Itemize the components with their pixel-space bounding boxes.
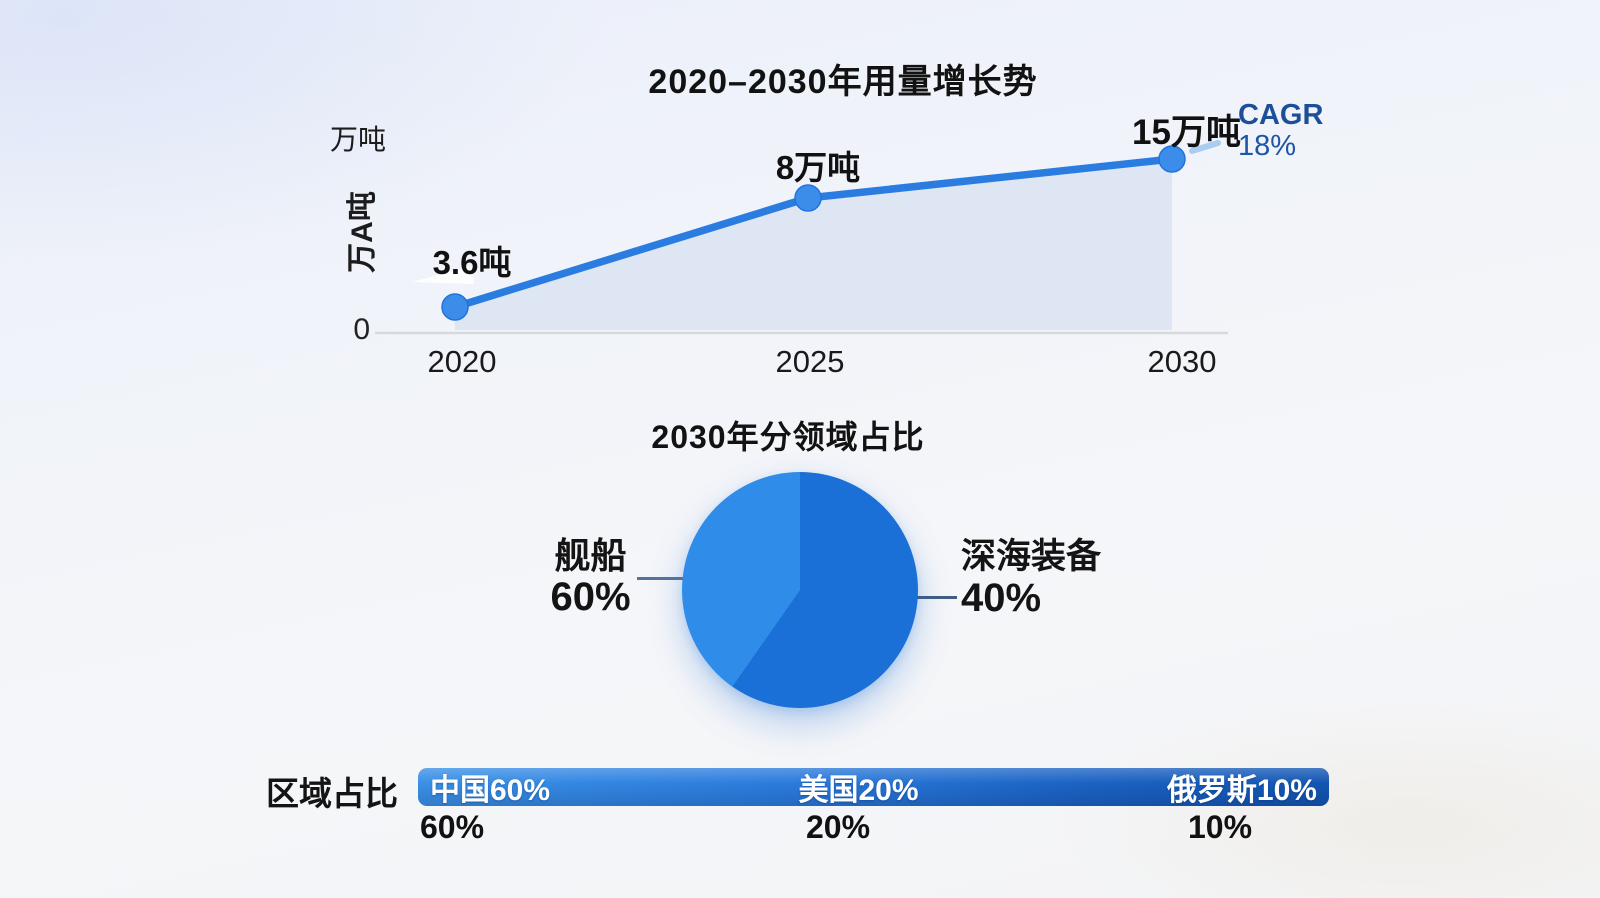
pie-leader-line-right [917, 596, 957, 599]
highlight-flare [412, 266, 474, 284]
x-tick-2025: 2025 [775, 344, 845, 379]
data-point-2020 [441, 293, 469, 321]
line-chart-title: 2020–2030年用量增长势 [648, 63, 1038, 101]
region-percent-china: 60% [420, 809, 485, 845]
cagr-dash [1189, 140, 1221, 154]
cagr-value: 18% [1238, 130, 1297, 162]
region-segment-russia: 俄罗斯10% [1166, 774, 1317, 807]
pie-slice-label-ships: 舰船 60% [528, 535, 653, 619]
x-tick-2030: 2030 [1147, 344, 1217, 379]
line-chart-area [455, 159, 1172, 330]
data-point-2025 [794, 184, 822, 212]
cagr-label: CAGR [1238, 99, 1324, 131]
region-share-bar: 中国60% 美国20% 俄罗斯10% [418, 768, 1329, 807]
cagr-annotation: CAGR 18% [1238, 100, 1323, 162]
pie-slice-name: 舰船 [554, 535, 627, 576]
pie-slice-label-deepsea: 深海装备 40% [961, 537, 1141, 621]
point-label-2030: 15万吨 [1132, 113, 1241, 152]
pie-slice-percent: 40% [961, 576, 1042, 620]
region-percent-russia: 10% [1188, 809, 1253, 845]
pie-leader-line-left [637, 577, 683, 580]
y-axis-zero-tick: 0 [353, 313, 370, 346]
point-label-2020: 3.6吨 [432, 244, 512, 281]
point-label-2025: 8万吨 [775, 149, 861, 186]
data-point-2030 [1158, 145, 1186, 173]
region-segment-china: 中国60% [430, 774, 551, 807]
x-tick-2020: 2020 [427, 344, 497, 379]
region-segment-usa: 美国20% [798, 774, 919, 807]
pie-slice-percent: 60% [550, 575, 631, 619]
y-axis-unit-label: 万吨 [330, 124, 387, 155]
pie-chart [682, 472, 918, 708]
region-percent-usa: 20% [806, 809, 871, 845]
pie-slice-name: 深海装备 [961, 537, 1102, 576]
region-bar-title: 区域占比 [266, 775, 398, 812]
pie-chart-title: 2030年分领域占比 [651, 419, 925, 455]
line-chart-plot [375, 140, 1228, 335]
